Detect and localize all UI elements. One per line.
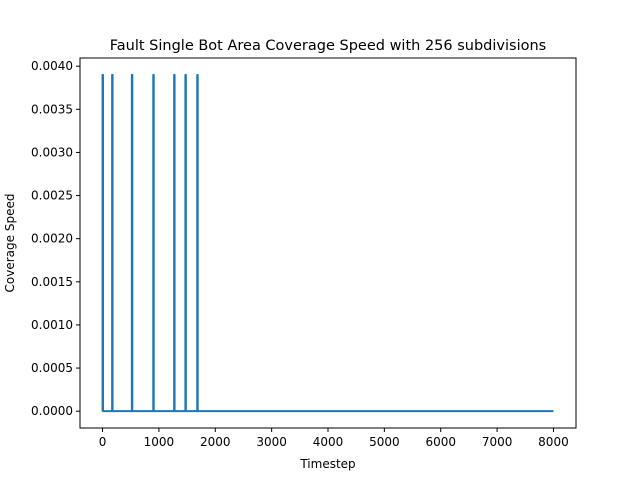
chart-title: Fault Single Bot Area Coverage Speed wit… <box>110 38 546 54</box>
x-axis-label: Timestep <box>299 457 355 471</box>
x-tick-label: 8000 <box>538 435 569 449</box>
x-tick-label: 4000 <box>313 435 344 449</box>
y-tick-label: 0.0010 <box>31 318 73 332</box>
x-tick-label: 7000 <box>482 435 513 449</box>
series-line-0 <box>101 73 554 413</box>
y-tick-label: 0.0020 <box>31 232 73 246</box>
x-tick-label: 1000 <box>144 435 175 449</box>
y-tick-label: 0.0025 <box>31 189 73 203</box>
x-tick-label: 5000 <box>369 435 400 449</box>
y-tick-label: 0.0035 <box>31 102 73 116</box>
x-tick-label: 0 <box>99 435 107 449</box>
y-tick-label: 0.0000 <box>31 404 73 418</box>
x-tick-label: 2000 <box>200 435 231 449</box>
y-tick-label: 0.0030 <box>31 145 73 159</box>
y-tick-label: 0.0015 <box>31 275 73 289</box>
y-tick-label: 0.0005 <box>31 361 73 375</box>
x-tick-label: 3000 <box>256 435 287 449</box>
x-axis-ticks: 0 1000 2000 3000 4000 5000 6000 7000 8000 <box>99 428 569 449</box>
y-axis-label: Coverage Speed <box>3 194 17 293</box>
series-layer <box>101 73 554 413</box>
y-tick-label: 0.0040 <box>31 59 73 73</box>
y-axis-ticks: 0.0000 0.0005 0.0010 0.0015 0.0020 0.0025 0.00… <box>31 59 80 418</box>
x-tick-label: 6000 <box>425 435 456 449</box>
